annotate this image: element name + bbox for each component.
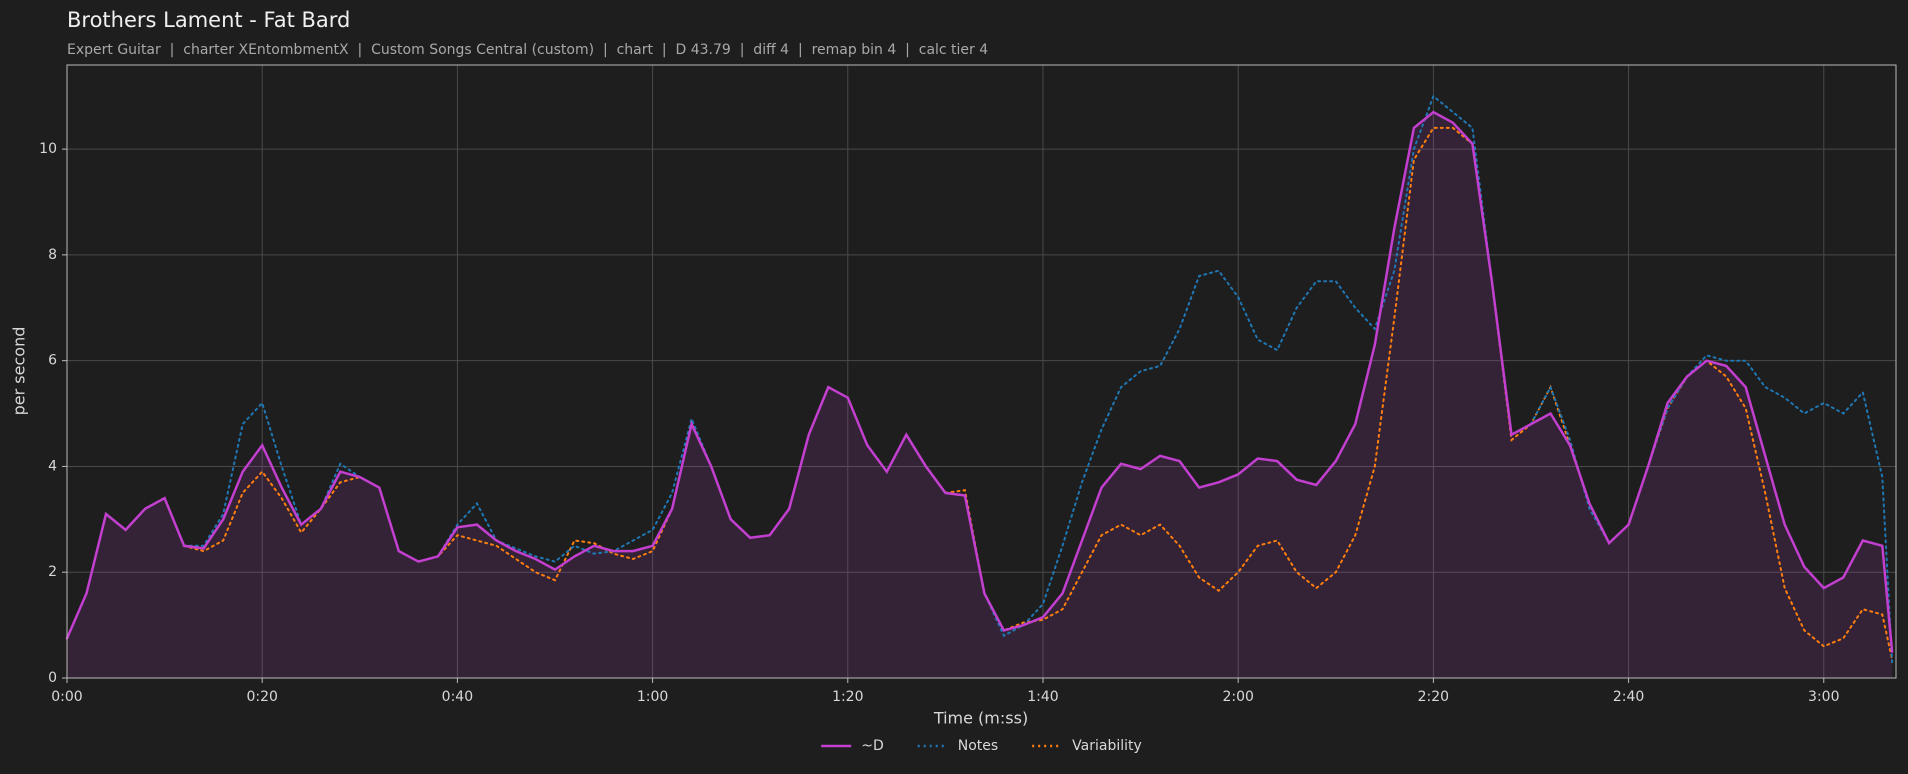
line xyxy=(65,110,1894,653)
x-tick-label: 1:20 xyxy=(832,689,863,705)
x-tick-label: 2:40 xyxy=(1613,689,1644,705)
area xyxy=(67,112,1893,679)
y-tick-label: 4 xyxy=(48,458,57,474)
legend-label: Variability xyxy=(1072,738,1142,754)
y-tick-label: 2 xyxy=(48,564,57,580)
chart-title: Brothers Lament - Fat Bard xyxy=(67,8,350,32)
y-tick-label: 0 xyxy=(48,670,57,686)
plot-frame xyxy=(66,64,1897,679)
x-tick-label: 1:00 xyxy=(637,689,668,705)
y-tick-label: 6 xyxy=(48,353,57,369)
legend: ~D Notes Variability xyxy=(821,738,1142,754)
x-tick-label: 2:20 xyxy=(1418,689,1449,705)
x-tick-label: 0:20 xyxy=(246,689,277,705)
y-tick-label: 8 xyxy=(48,247,57,263)
y-tick-label: 10 xyxy=(39,141,57,157)
x-tick-label: 0:40 xyxy=(442,689,473,705)
x-tick-label: 0:00 xyxy=(51,689,82,705)
legend-label: Notes xyxy=(958,738,998,754)
x-tick-label: 1:40 xyxy=(1027,689,1058,705)
x-tick-label: 3:00 xyxy=(1808,689,1839,705)
x-tick-label: 2:00 xyxy=(1222,689,1253,705)
x-axis-label: Time (m:ss) xyxy=(933,709,1028,728)
y-axis-label: per second xyxy=(10,327,29,416)
chart-subtitle: Expert Guitar | charter XEntombmentX | C… xyxy=(67,42,988,58)
legend-label: ~D xyxy=(861,738,884,754)
